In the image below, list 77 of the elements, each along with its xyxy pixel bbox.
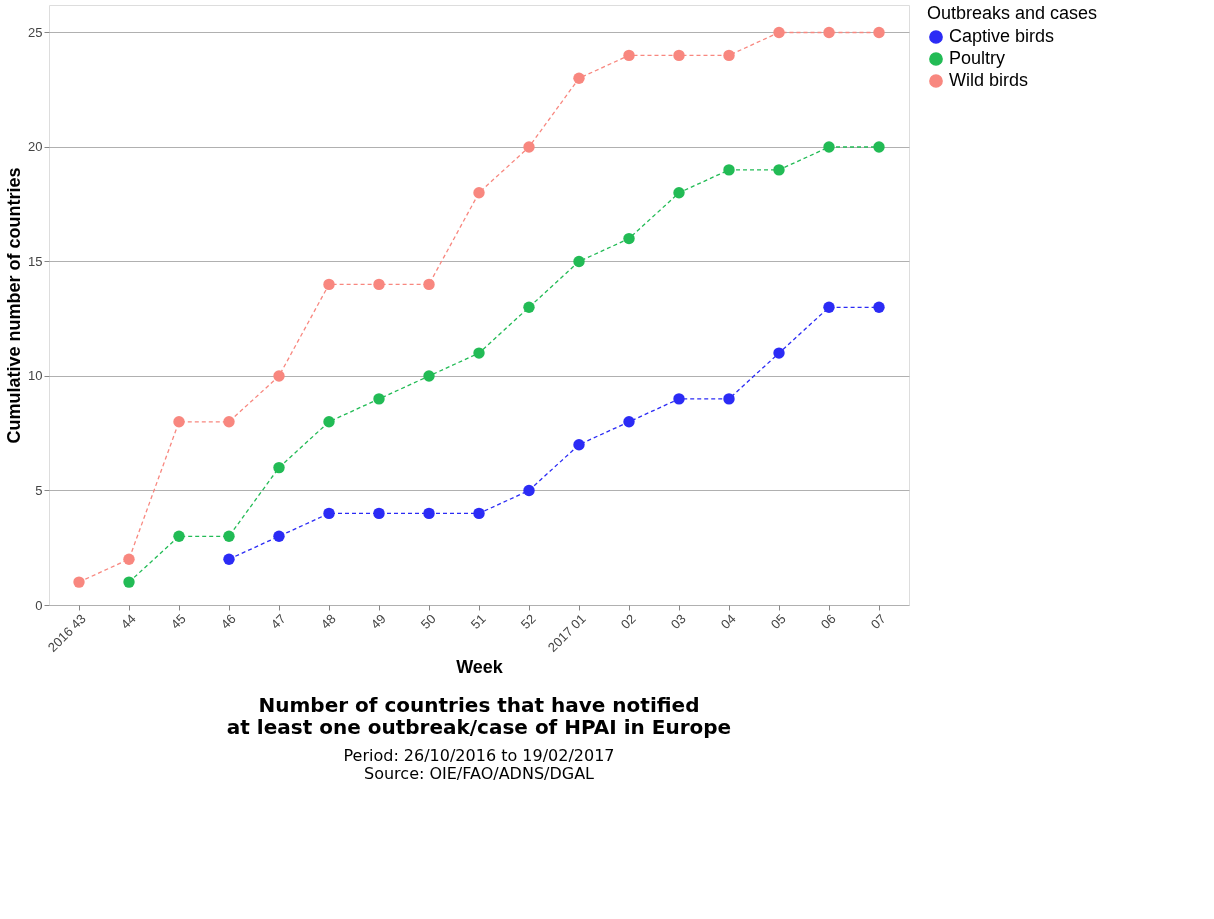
point	[123, 553, 135, 565]
x-tick-label: 45	[167, 611, 189, 632]
y-tick-label: 25	[28, 24, 43, 40]
y-tick-label: 0	[35, 597, 43, 613]
x-tick-label: 50	[417, 611, 439, 632]
y-axis-title: Cumulative number of countries	[4, 167, 25, 444]
x-tick-label: 05	[767, 611, 789, 632]
point	[123, 576, 135, 588]
point	[273, 530, 285, 542]
point	[673, 187, 685, 199]
x-axis-title: Week	[456, 656, 504, 677]
text: Number of countries that have notified at least one outbreak/case of HPAI in Europe	[226, 693, 732, 740]
y-tick-label: 15	[28, 253, 43, 269]
y-tick-label: 10	[28, 368, 43, 384]
point	[573, 255, 585, 268]
point	[473, 347, 485, 359]
point	[373, 278, 385, 291]
y-tick-label: 20	[28, 139, 43, 155]
point	[873, 301, 885, 313]
point	[323, 416, 335, 428]
point	[823, 301, 835, 313]
point	[773, 26, 785, 39]
point	[623, 416, 635, 428]
point	[173, 416, 185, 428]
legend-label: Captive birds	[949, 26, 1055, 46]
point	[473, 187, 485, 199]
text: Period: 26/10/2016 to 19/02/2017	[343, 746, 615, 766]
point	[673, 393, 685, 405]
x-tick-label: 03	[667, 611, 689, 632]
x-tick-label: 46	[217, 611, 239, 632]
point	[673, 49, 685, 62]
point	[623, 49, 635, 62]
source-note: Source: OIE/FAO/ADNS/DGAL	[364, 764, 595, 784]
x-tick-label: 02	[617, 611, 639, 632]
point	[223, 553, 235, 565]
point	[223, 530, 235, 542]
point	[523, 141, 535, 153]
x-tick-label: 52	[517, 611, 539, 632]
point	[323, 278, 335, 291]
x-tick-label: 07	[867, 611, 889, 632]
x-tick-label: 44	[117, 611, 139, 632]
point	[423, 370, 435, 382]
point	[273, 461, 285, 474]
point	[773, 164, 785, 176]
point	[323, 507, 335, 520]
point	[73, 576, 85, 588]
point	[823, 26, 835, 39]
x-tick-label: 49	[367, 611, 389, 632]
point	[473, 507, 485, 520]
legend-label: Wild birds	[949, 70, 1029, 90]
point	[373, 393, 385, 405]
point	[723, 49, 735, 62]
x-tick-label: 51	[467, 611, 489, 632]
point	[823, 141, 835, 153]
point	[423, 278, 435, 291]
point	[273, 370, 285, 382]
point	[223, 416, 235, 428]
point	[773, 347, 785, 359]
y-tick-label: 5	[35, 483, 43, 498]
point	[573, 72, 585, 84]
legend-label: Poultry	[949, 48, 1006, 68]
x-tick-label: 06	[817, 611, 839, 632]
point	[873, 141, 885, 153]
x-tick-label: 04	[717, 611, 739, 632]
x-tick-label: 47	[267, 611, 289, 632]
point	[573, 439, 585, 451]
point	[623, 232, 635, 245]
point	[373, 507, 385, 520]
x-tick-label: 48	[317, 611, 339, 632]
legend-title: Outbreaks and cases	[927, 3, 1098, 23]
point	[523, 301, 535, 313]
point	[173, 530, 185, 542]
point	[423, 507, 435, 520]
point	[723, 164, 735, 176]
point	[723, 393, 735, 405]
point	[873, 26, 885, 39]
point	[523, 484, 535, 497]
